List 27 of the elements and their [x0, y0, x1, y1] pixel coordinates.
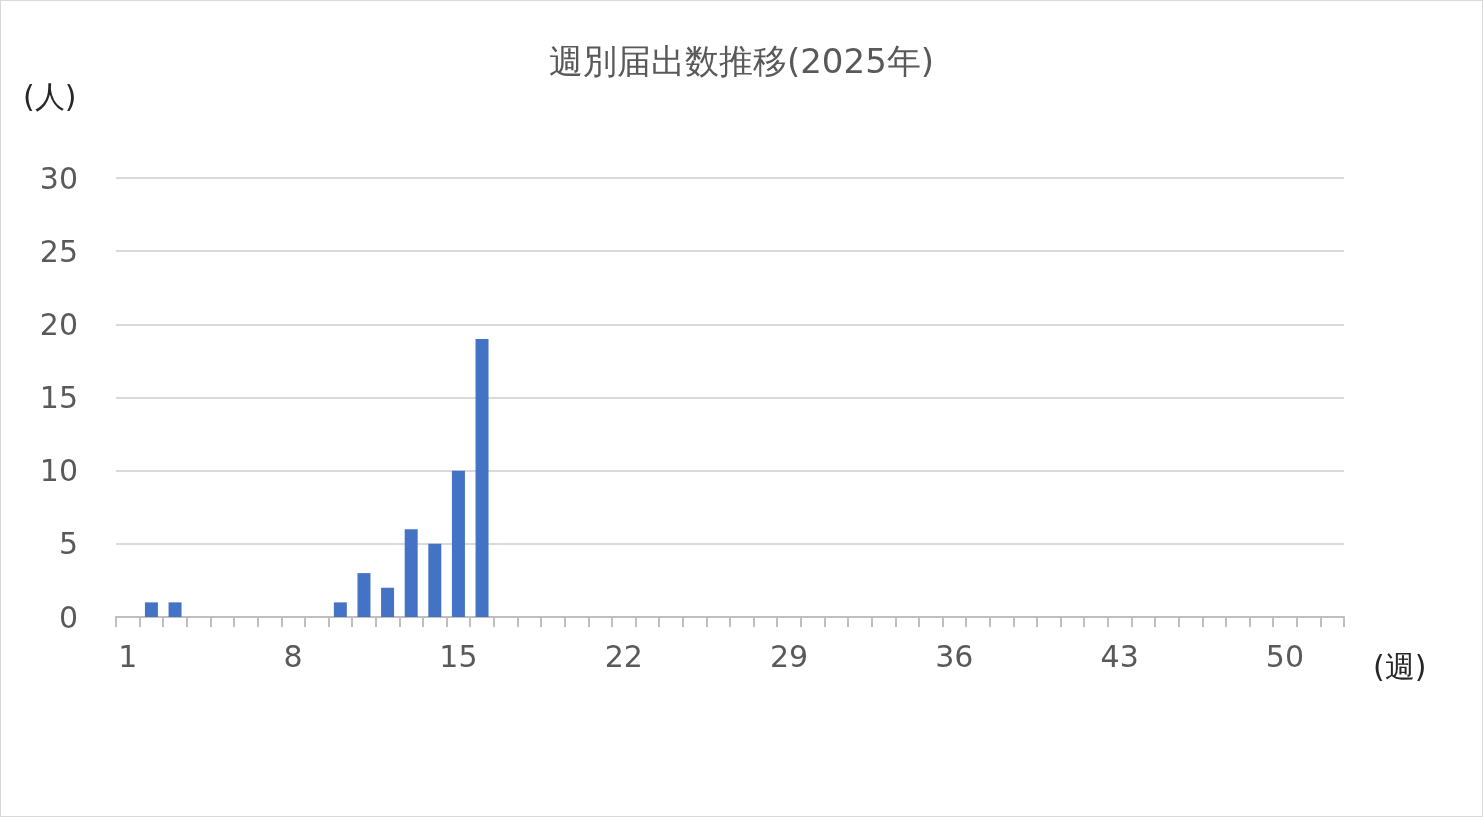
x-tick-label: 29	[769, 638, 809, 674]
x-tick-label: 50	[1265, 638, 1305, 674]
x-tick-label: 43	[1100, 638, 1139, 674]
x-axis-title: (週)	[1373, 648, 1427, 684]
y-tick-label: 10	[39, 453, 78, 489]
y-tick-label: 15	[39, 380, 78, 415]
bar	[144, 602, 158, 617]
y-tick-label: 5	[58, 526, 78, 562]
chart-title: 週別届出数推移(2025年)	[548, 41, 935, 81]
bar	[451, 470, 465, 617]
bar	[475, 338, 489, 617]
x-tick-label: 36	[935, 638, 974, 674]
x-tick-label: 8	[283, 638, 303, 674]
y-axis-title: (人)	[23, 78, 77, 114]
x-tick-label: 22	[604, 638, 643, 674]
y-tick-label: 0	[58, 599, 78, 635]
bar	[168, 602, 182, 617]
y-tick-label: 20	[39, 306, 78, 342]
bar	[357, 573, 371, 617]
x-tick-label: 15	[439, 638, 478, 674]
bar	[404, 529, 418, 617]
bar	[428, 543, 442, 617]
x-tick-label: 1	[118, 638, 138, 674]
bar	[333, 602, 347, 617]
y-tick-label: 25	[39, 233, 78, 269]
bar	[381, 587, 395, 617]
y-tick-label: 30	[39, 160, 78, 196]
